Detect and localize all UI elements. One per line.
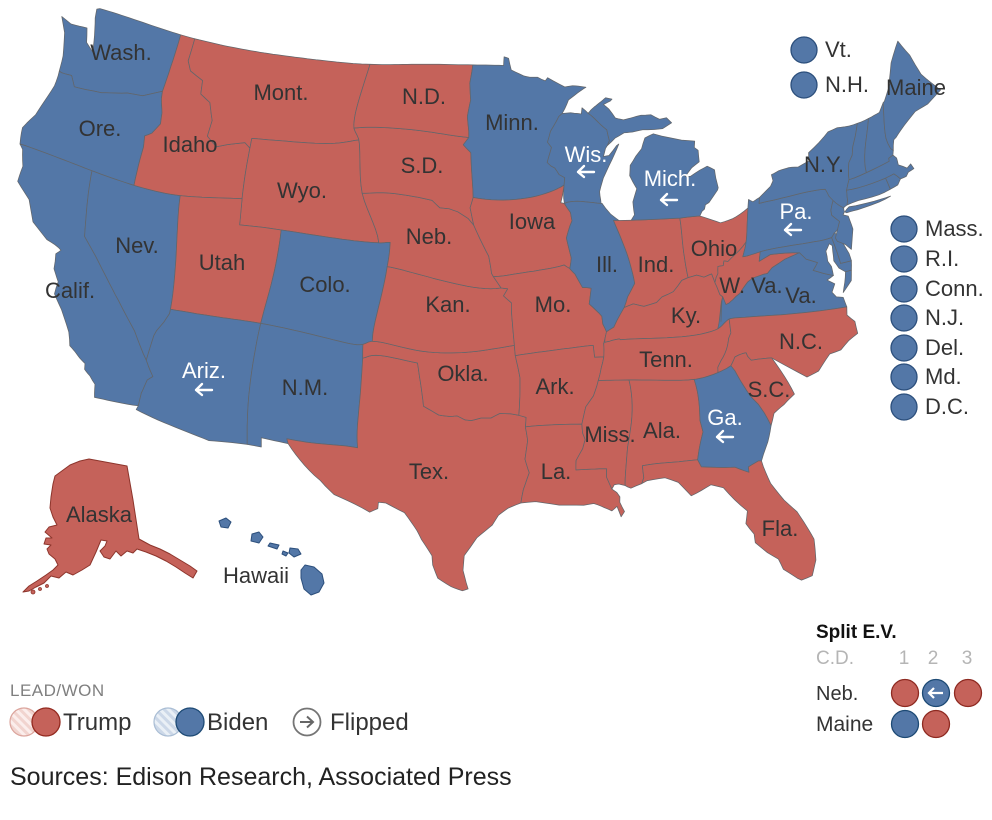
svg-text:N.D.: N.D. <box>402 84 446 109</box>
svg-text:W. Va.: W. Va. <box>719 273 782 298</box>
svg-text:Split E.V.: Split E.V. <box>816 622 897 643</box>
svg-text:Kan.: Kan. <box>425 292 470 317</box>
svg-text:Ore.: Ore. <box>79 116 122 141</box>
svg-text:Ga.: Ga. <box>707 405 742 430</box>
svg-text:Biden: Biden <box>207 709 268 736</box>
svg-text:Wyo.: Wyo. <box>277 178 327 203</box>
svg-text:N.Y.: N.Y. <box>804 152 844 177</box>
svg-text:N.H.: N.H. <box>825 72 869 97</box>
svg-text:N.C.: N.C. <box>779 329 823 354</box>
svg-text:Va.: Va. <box>785 283 816 308</box>
svg-text:Neb.: Neb. <box>816 683 858 705</box>
svg-text:S.D.: S.D. <box>401 153 444 178</box>
svg-text:Ark.: Ark. <box>535 374 574 399</box>
svg-text:La.: La. <box>541 459 572 484</box>
svg-text:Fla.: Fla. <box>762 516 799 541</box>
svg-text:Md.: Md. <box>925 364 962 389</box>
svg-text:Mass.: Mass. <box>925 216 984 241</box>
svg-text:Utah: Utah <box>199 250 245 275</box>
svg-text:Tenn.: Tenn. <box>639 347 693 372</box>
svg-text:Miss.: Miss. <box>584 422 635 447</box>
svg-text:Ala.: Ala. <box>643 418 681 443</box>
svg-text:LEAD/WON: LEAD/WON <box>10 681 105 700</box>
svg-text:Minn.: Minn. <box>485 110 539 135</box>
svg-text:Vt.: Vt. <box>825 37 852 62</box>
svg-text:3: 3 <box>962 648 973 669</box>
svg-text:Nev.: Nev. <box>115 233 159 258</box>
svg-text:Flipped: Flipped <box>330 709 409 736</box>
svg-text:Mich.: Mich. <box>644 166 697 191</box>
svg-text:Idaho: Idaho <box>162 132 217 157</box>
svg-text:Iowa: Iowa <box>509 209 556 234</box>
svg-text:Neb.: Neb. <box>406 224 452 249</box>
svg-text:Del.: Del. <box>925 335 964 360</box>
svg-text:Maine: Maine <box>886 75 946 100</box>
svg-text:S.C.: S.C. <box>748 377 791 402</box>
svg-text:Ind.: Ind. <box>638 252 675 277</box>
svg-text:Hawaii: Hawaii <box>223 563 289 588</box>
svg-text:Ohio: Ohio <box>691 236 737 261</box>
svg-text:1: 1 <box>899 648 910 669</box>
svg-text:Maine: Maine <box>816 713 873 736</box>
svg-text:Colo.: Colo. <box>299 272 350 297</box>
svg-text:Sources: Edison Research, Asso: Sources: Edison Research, Associated Pre… <box>10 763 512 791</box>
svg-text:Trump: Trump <box>63 709 131 736</box>
svg-text:Okla.: Okla. <box>437 361 488 386</box>
svg-text:Ky.: Ky. <box>671 303 701 328</box>
svg-text:R.I.: R.I. <box>925 246 959 271</box>
svg-text:Ill.: Ill. <box>596 252 618 277</box>
svg-text:Wash.: Wash. <box>90 40 152 65</box>
svg-text:N.M.: N.M. <box>282 375 328 400</box>
svg-text:2: 2 <box>928 648 939 669</box>
svg-text:N.J.: N.J. <box>925 305 964 330</box>
svg-text:Conn.: Conn. <box>925 276 984 301</box>
svg-text:Tex.: Tex. <box>409 459 449 484</box>
svg-text:Mo.: Mo. <box>535 292 572 317</box>
svg-text:Ariz.: Ariz. <box>182 358 226 383</box>
svg-text:Mont.: Mont. <box>253 80 308 105</box>
svg-text:Wis.: Wis. <box>565 142 608 167</box>
svg-text:Alaska: Alaska <box>66 502 133 527</box>
svg-text:Pa.: Pa. <box>779 199 812 224</box>
svg-text:D.C.: D.C. <box>925 394 969 419</box>
svg-text:Calif.: Calif. <box>45 278 95 303</box>
svg-text:C.D.: C.D. <box>816 648 854 669</box>
